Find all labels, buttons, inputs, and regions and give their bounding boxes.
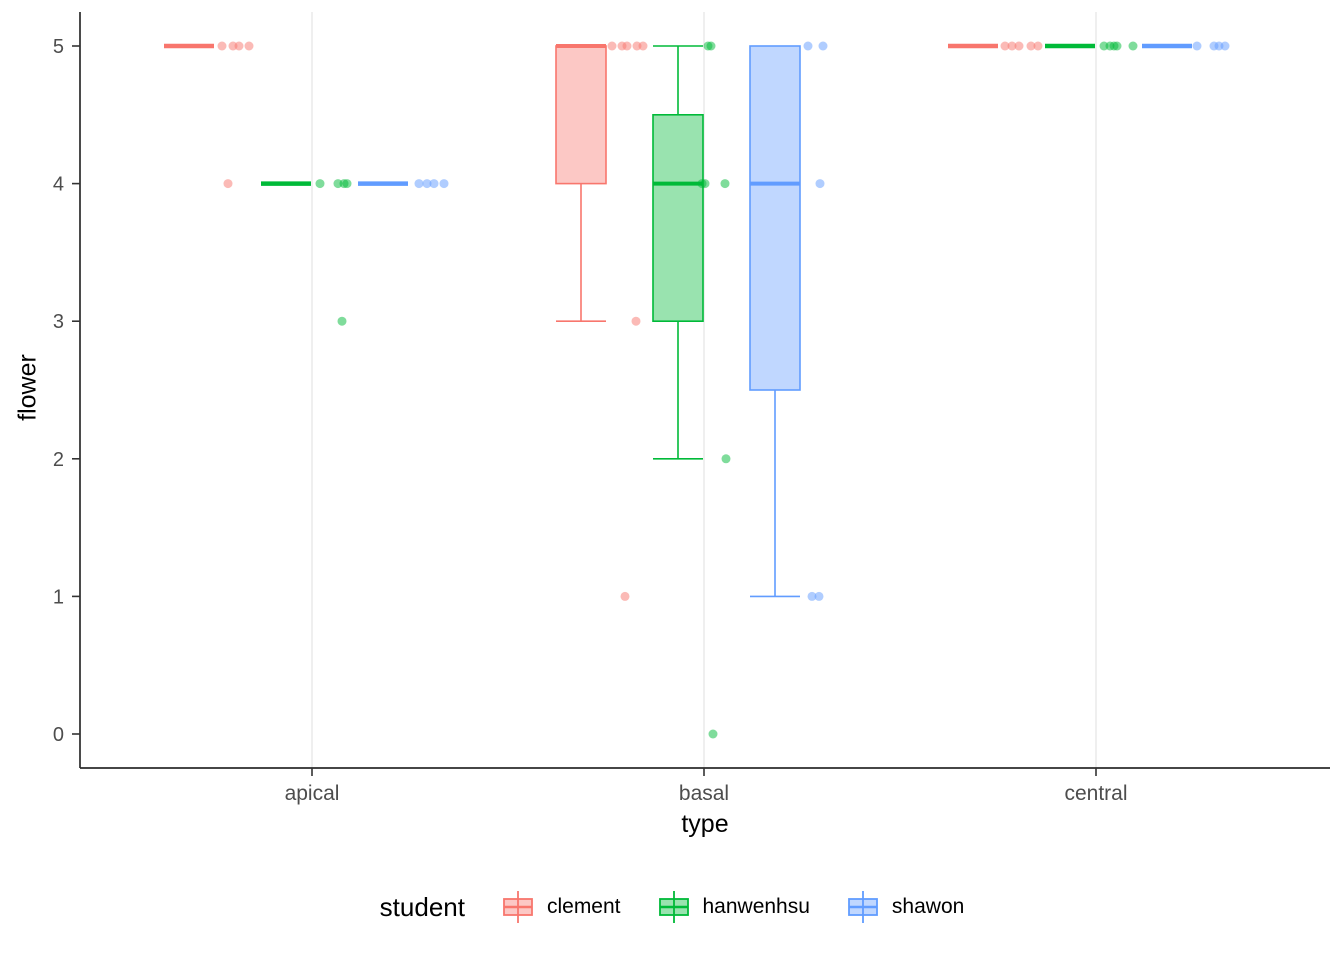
- jitter-point: [706, 41, 716, 51]
- jitter-point: [1014, 41, 1024, 51]
- jitter-point: [818, 41, 828, 51]
- jitter-point: [244, 41, 254, 51]
- jitter-point: [815, 179, 825, 189]
- legend: student clement hanwenhsu shawon: [0, 882, 1344, 932]
- jitter-point: [620, 591, 630, 601]
- jitter-point: [700, 179, 710, 189]
- jitter-point: [807, 591, 817, 601]
- y-tick-label: 1: [53, 586, 64, 608]
- jitter-point: [223, 179, 233, 189]
- legend-label: clement: [546, 895, 621, 918]
- legend-item-shawon: shawon: [844, 888, 964, 926]
- legend-label: hanwenhsu: [702, 895, 810, 918]
- jitter-point: [814, 591, 824, 601]
- jitter-point: [1000, 41, 1010, 51]
- jitter-point: [315, 179, 325, 189]
- points-layer: [217, 41, 1230, 739]
- jitter-point: [1007, 41, 1017, 51]
- jitter-point: [1033, 41, 1043, 51]
- y-tick-label: 3: [53, 311, 64, 333]
- jitter-point: [622, 41, 632, 51]
- legend-key-boxplot-icon: [658, 891, 689, 923]
- jitter-point: [720, 179, 730, 189]
- y-axis-title: flower: [13, 354, 42, 421]
- jitter-point: [631, 316, 641, 326]
- jitter-point: [217, 41, 227, 51]
- x-tick-label: central: [1064, 782, 1127, 805]
- jitter-point: [1220, 41, 1230, 51]
- legend-items: clement hanwenhsu shawon: [499, 888, 964, 926]
- jitter-point: [638, 41, 648, 51]
- x-tick-label: basal: [679, 782, 729, 805]
- jitter-point: [1112, 41, 1122, 51]
- y-tick-label: 0: [53, 724, 64, 746]
- jitter-point: [708, 729, 718, 739]
- legend-item-hanwenhsu: hanwenhsu: [655, 888, 810, 926]
- y-tick-label: 2: [53, 449, 64, 471]
- box-basal-shawon: [749, 45, 801, 598]
- y-tick-label: 4: [53, 174, 64, 196]
- boxes-layer: [164, 43, 1192, 598]
- legend-item-clement: clement: [499, 888, 621, 926]
- legend-key-boxplot-icon: [503, 891, 533, 923]
- legend-label: shawon: [891, 895, 965, 918]
- x-axis-title: type: [681, 810, 729, 838]
- jitter-point: [607, 41, 617, 51]
- axes: 0 1 2 3 4 5 apical basal central: [53, 12, 1330, 805]
- y-tick-label: 5: [53, 36, 64, 58]
- gridlines: [311, 12, 1097, 768]
- jitter-point: [414, 179, 424, 189]
- jitter-point: [1026, 41, 1036, 51]
- jitter-point: [234, 41, 244, 51]
- legend-title: student: [379, 891, 465, 922]
- x-tick-label: apical: [285, 782, 340, 805]
- jitter-point: [429, 179, 439, 189]
- jitter-point: [422, 179, 432, 189]
- box-basal-clement: [555, 44, 607, 323]
- box-basal-hanwenhsu: [652, 45, 704, 460]
- jitter-point: [1192, 41, 1202, 51]
- jitter-point: [803, 41, 813, 51]
- jitter-point: [337, 316, 347, 326]
- jitter-point: [721, 454, 731, 464]
- jitter-point: [439, 179, 449, 189]
- jitter-point: [1128, 41, 1138, 51]
- jitter-point: [342, 179, 352, 189]
- legend-key-boxplot-icon: [848, 891, 878, 923]
